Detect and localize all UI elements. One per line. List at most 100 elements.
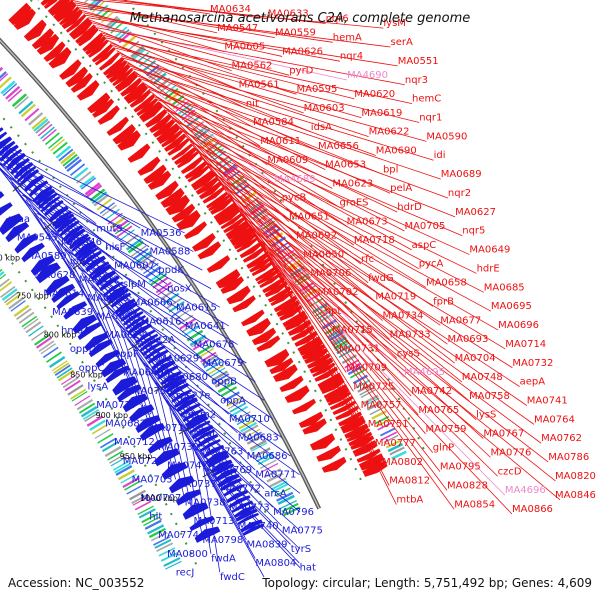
category-track-2-feature (122, 477, 140, 488)
forward-gene-large (279, 375, 304, 393)
forward-gene-large (241, 309, 265, 327)
forward-gene (307, 353, 331, 369)
gene-label-right: MA0762 (541, 433, 582, 444)
gene-label-left: MA0723 (123, 456, 164, 467)
forward-gene-large (127, 143, 151, 163)
gene-label-left: MA0589 (26, 251, 67, 262)
forward-gene (198, 181, 222, 200)
gene-label-right: MA0709 (346, 362, 387, 373)
gene-label-right: aspC (412, 240, 437, 251)
leader-line-right (154, 96, 398, 213)
forward-gene-large (43, 41, 66, 62)
leader-line-right (209, 168, 390, 340)
gene-label-right: MA0619 (361, 108, 402, 119)
gene-label-left: mutS (96, 223, 122, 234)
category-track-2-feature (94, 428, 111, 439)
leader-line-right (116, 50, 254, 128)
forward-gene (246, 251, 270, 269)
reverse-gene (202, 444, 225, 459)
category-track-2-feature (36, 336, 53, 349)
category-track-2-feature (82, 409, 100, 421)
category-track-1-feature (223, 166, 238, 178)
gene-label-left: MA0621 (105, 330, 146, 341)
leader-line-left (81, 272, 132, 387)
gene-label-right: MA0551 (398, 56, 439, 67)
reverse-gene (2, 148, 23, 166)
forward-gene (114, 71, 137, 90)
category-track-2-feature (0, 281, 13, 292)
gene-label-right: pycB (282, 193, 307, 204)
category-track-2-feature (13, 304, 30, 317)
gene-label-right: MA0764 (534, 414, 575, 425)
forward-gene (314, 366, 338, 382)
reverse-gene-large (139, 422, 166, 441)
gene-label-right: MA0725 (353, 381, 394, 392)
gene-label-right: MA0695 (491, 301, 532, 312)
category-track-0-feature (0, 73, 9, 82)
reverse-gene (0, 140, 16, 157)
forward-gene (91, 43, 113, 63)
gene-label-right: MA4689 (275, 174, 316, 185)
leader-line-left (94, 291, 141, 406)
gene-label-right: nit (246, 98, 259, 109)
leader-line-right (244, 217, 535, 425)
leader-line-left (107, 310, 150, 424)
forward-gene (338, 411, 363, 427)
forward-gene (105, 60, 128, 80)
category-track-2-feature (53, 362, 70, 374)
category-track-1-feature (374, 415, 390, 425)
category-track-2-feature (158, 547, 176, 557)
forward-gene-large (106, 116, 129, 136)
category-track-2-feature (117, 469, 135, 481)
gene-label-left: MA0612 (79, 274, 120, 285)
gene-label-left: MA0546 (61, 237, 102, 248)
reverse-gene-large (112, 376, 138, 396)
category-track-0-feature (238, 418, 256, 430)
gene-label-left: MA0739 (158, 442, 199, 453)
category-track-0-feature (37, 123, 53, 137)
leader-line-left (151, 377, 265, 489)
category-track-1-feature (87, 0, 99, 9)
leader-line-right (190, 141, 484, 293)
gene-label-left: MA0682 (105, 419, 146, 430)
forward-gene (37, 0, 39, 1)
category-track-1-feature (248, 201, 263, 213)
gene-label-left: hisF (105, 242, 125, 253)
gene-label-right: MA0609 (267, 155, 308, 166)
gene-label-left: MA0774 (158, 530, 199, 541)
gene-label-left: hit (149, 512, 162, 523)
gene-label-left: MA0614 (43, 288, 84, 299)
scale-tick-mark (72, 261, 84, 270)
category-track-0-feature (40, 126, 55, 140)
reverse-gene-large (117, 384, 142, 402)
leader-line-left (18, 190, 176, 304)
leader-line-right (266, 251, 556, 482)
reverse-gene (128, 318, 149, 334)
reverse-gene (220, 478, 242, 492)
leader-line-left (0, 162, 203, 271)
gene-label-right: MA4696 (505, 485, 546, 496)
gene-label-right: MA0692 (296, 230, 337, 241)
reverse-gene-large (95, 349, 120, 368)
forward-gene (120, 77, 142, 97)
forward-gene (43, 0, 58, 9)
category-track-0-feature (84, 182, 101, 196)
leader-line-left (148, 372, 221, 485)
forward-gene-large (31, 28, 55, 50)
category-track-2-feature (147, 524, 165, 535)
category-track-1-feature (377, 421, 393, 431)
reverse-gene (165, 378, 187, 394)
category-track-0-feature (253, 447, 271, 458)
gene-label-right: MA0653 (325, 160, 366, 171)
gene-label-left: MA0678 (194, 340, 235, 351)
gene-label-right: hdrE (477, 263, 500, 274)
leader-line-right (138, 75, 384, 175)
forward-gene-large (155, 180, 179, 200)
category-track-2-feature (126, 484, 143, 495)
gene-label-right: fprB (433, 296, 454, 307)
category-track-0-feature (0, 71, 7, 79)
gene-label-right: MA0751 (368, 419, 409, 430)
leader-line-right (148, 88, 449, 199)
category-track-1-feature (338, 348, 354, 359)
gene-label-left: tyrS (291, 544, 311, 555)
